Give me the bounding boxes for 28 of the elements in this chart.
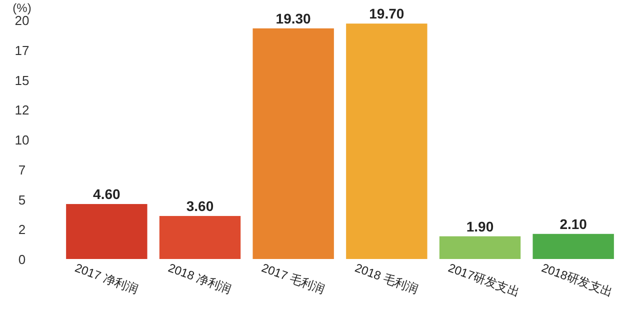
- y-tick-label: 7: [18, 162, 26, 178]
- y-tick-label: 17: [14, 42, 30, 58]
- data-label: 1.90: [466, 218, 494, 234]
- y-tick-label: 12: [14, 102, 30, 118]
- y-tick-label: 2: [18, 222, 26, 238]
- y-tick-label: 0: [18, 252, 26, 267]
- data-label: 19.70: [369, 6, 404, 22]
- data-label: 4.60: [93, 186, 121, 202]
- y-tick-label: 20: [14, 13, 30, 28]
- x-tick-label: 2017 净利润: [73, 260, 140, 296]
- data-label: 19.30: [276, 10, 312, 26]
- x-tick-label: 2017 毛利润: [260, 260, 327, 296]
- x-tick-label: 2018 毛利润: [353, 260, 420, 296]
- data-label: 3.60: [186, 198, 214, 214]
- bar: [66, 204, 148, 259]
- x-tick-label: 2018研发支出: [540, 260, 615, 300]
- bar: [252, 28, 334, 259]
- y-tick-label: 15: [14, 72, 30, 88]
- bar: [532, 234, 614, 259]
- bar: [159, 216, 241, 259]
- bar: [439, 236, 521, 259]
- y-axis-title: (%): [12, 1, 32, 15]
- x-tick-label: 2018 净利润: [166, 260, 234, 296]
- y-tick-label: 5: [18, 192, 26, 208]
- x-tick-label: 2017研发支出: [446, 260, 522, 300]
- y-tick-label: 10: [14, 132, 30, 148]
- data-label: 2.10: [560, 216, 588, 232]
- bar: [346, 24, 428, 259]
